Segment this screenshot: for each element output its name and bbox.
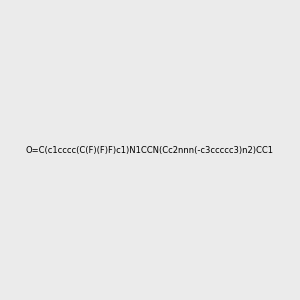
- Text: O=C(c1cccc(C(F)(F)F)c1)N1CCN(Cc2nnn(-c3ccccc3)n2)CC1: O=C(c1cccc(C(F)(F)F)c1)N1CCN(Cc2nnn(-c3c…: [26, 146, 274, 154]
